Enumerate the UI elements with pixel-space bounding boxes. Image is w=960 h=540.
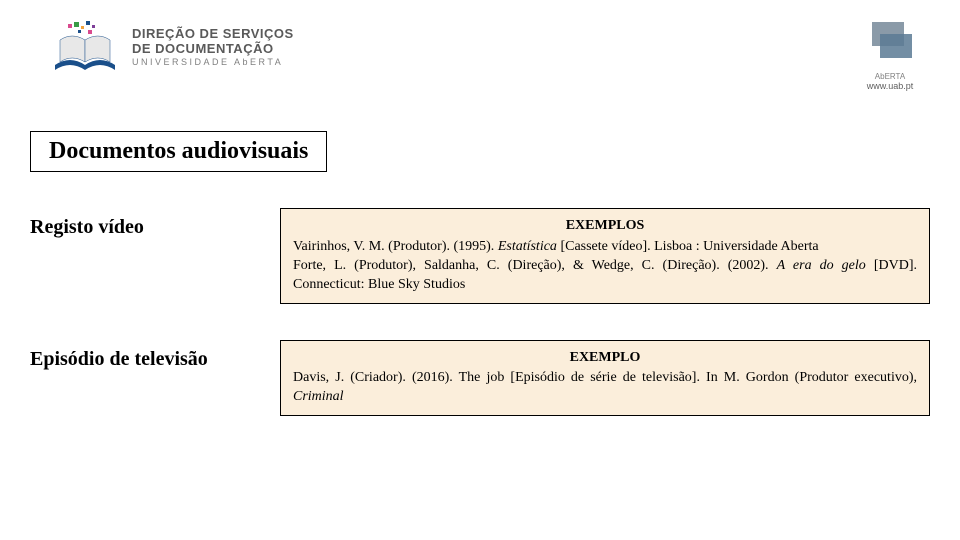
logo-right: AbERTA www.uab.pt (860, 20, 920, 91)
text: Vairinhos, V. M. (Produtor). (1995). (293, 239, 498, 254)
uab-url: www.uab.pt (867, 81, 914, 91)
text: [Cassete vídeo]. Lisboa : Universidade A… (557, 239, 819, 254)
book-icon (50, 20, 120, 75)
example-body: Vairinhos, V. M. (Produtor). (1995). Est… (293, 238, 917, 295)
example-heading: EXEMPLOS (293, 217, 917, 236)
example-body: Davis, J. (Criador). (2016). The job [Ep… (293, 369, 917, 407)
row-label: Episódio de televisão (30, 340, 260, 371)
text: Forte, L. (Produtor), Saldanha, C. (Dire… (293, 258, 777, 273)
row-episodio-televisao: Episódio de televisão EXEMPLO Davis, J. … (0, 340, 960, 417)
section-title: Documentos audiovisuais (30, 131, 327, 172)
uab-icon (860, 20, 920, 70)
text-italic: Estatística (498, 239, 557, 254)
row-registo-video: Registo vídeo EXEMPLOS Vairinhos, V. M. … (0, 208, 960, 304)
text-italic: Criminal (293, 389, 344, 404)
logo-left: DIREÇÃO DE SERVIÇOS DE DOCUMENTAÇÃO UNIV… (50, 20, 294, 75)
example-box: EXEMPLOS Vairinhos, V. M. (Produtor). (1… (280, 208, 930, 304)
logo-line2: DE DOCUMENTAÇÃO (132, 42, 294, 56)
logo-left-text: DIREÇÃO DE SERVIÇOS DE DOCUMENTAÇÃO UNIV… (132, 27, 294, 67)
example-heading: EXEMPLO (293, 349, 917, 368)
logo-line1: DIREÇÃO DE SERVIÇOS (132, 27, 294, 41)
text: Davis, J. (Criador). (2016). The job [Ep… (293, 370, 917, 385)
logo-line3: UNIVERSIDADE AbERTA (132, 58, 294, 68)
text-italic: A era do gelo (777, 258, 866, 273)
uab-brand: AbERTA (875, 72, 905, 81)
example-box: EXEMPLO Davis, J. (Criador). (2016). The… (280, 340, 930, 417)
header: DIREÇÃO DE SERVIÇOS DE DOCUMENTAÇÃO UNIV… (0, 0, 960, 101)
row-label: Registo vídeo (30, 208, 260, 239)
